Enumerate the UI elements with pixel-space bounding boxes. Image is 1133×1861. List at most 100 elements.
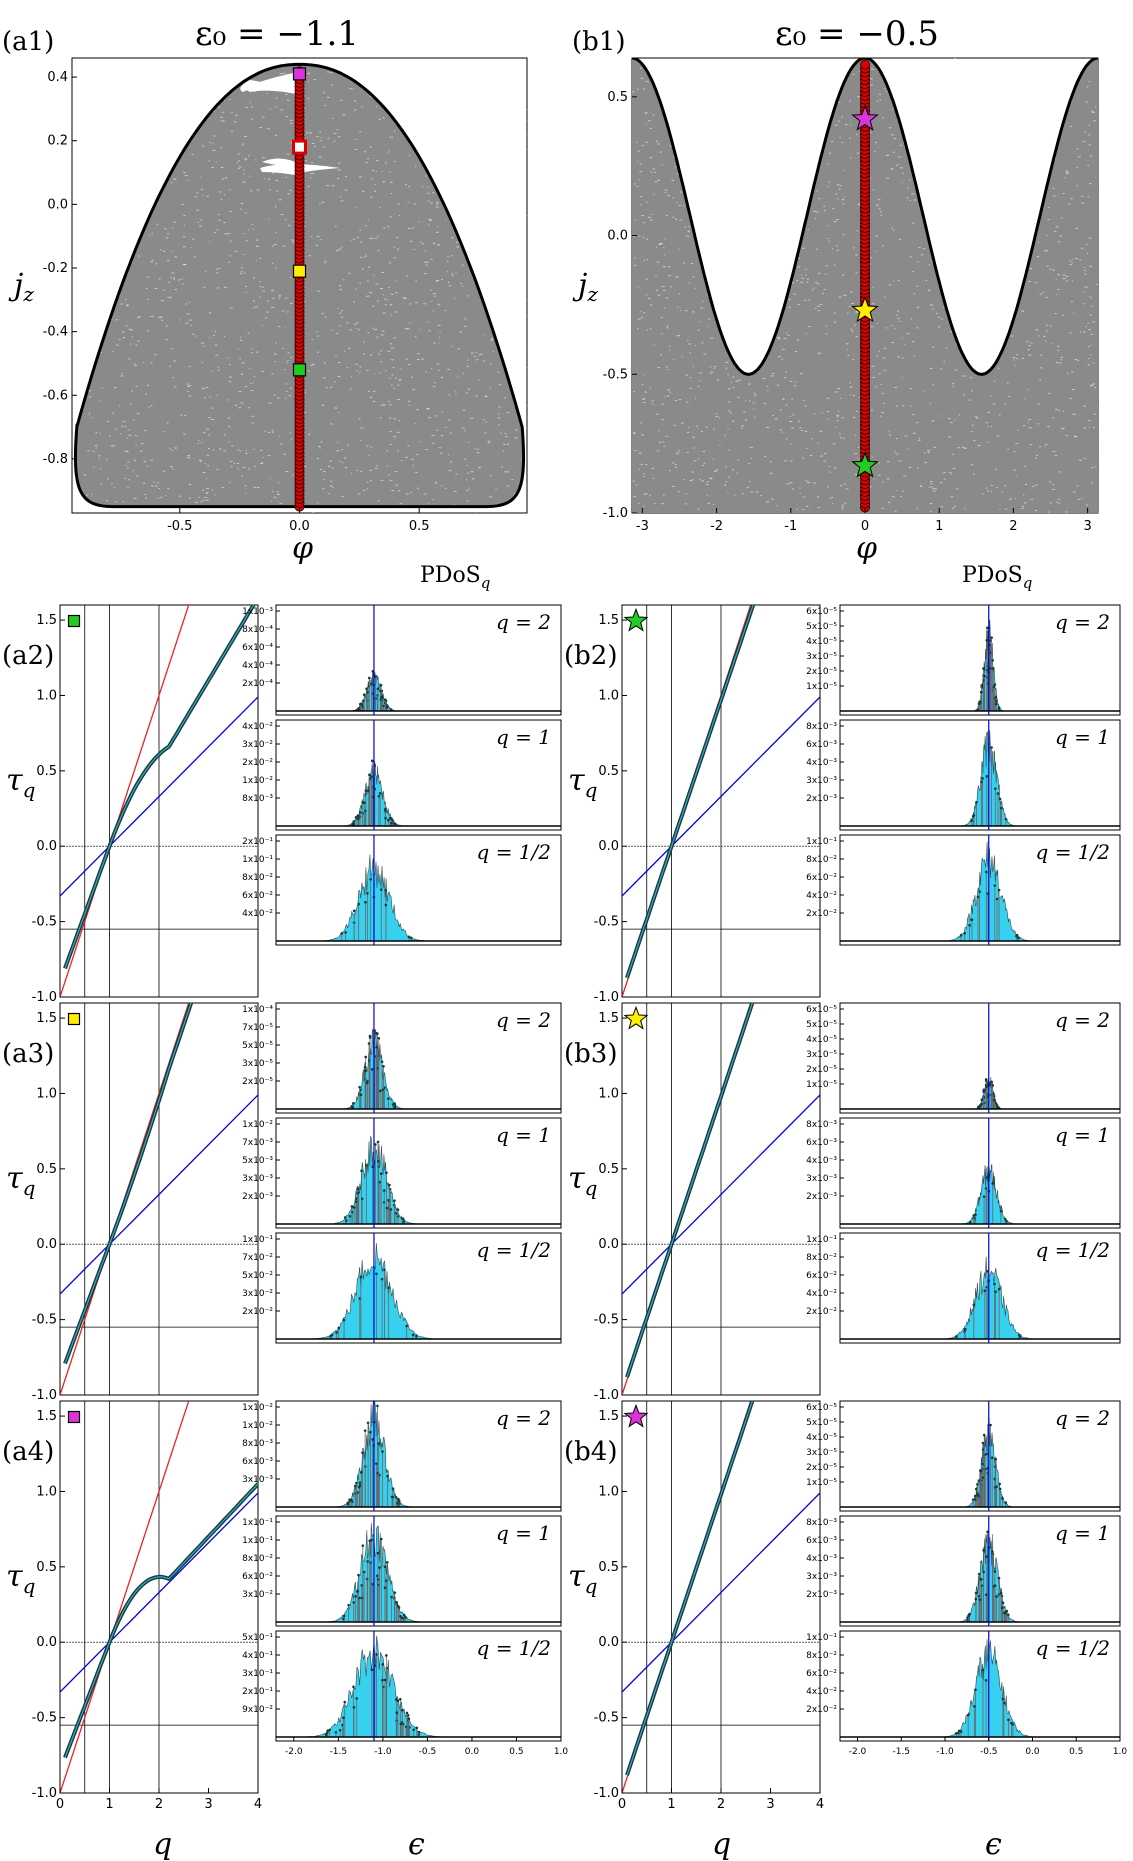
speckle-dot [663,247,665,249]
pdos-ytick-label: 1x10⁻² [242,1120,273,1130]
pdos-ytick-label: 2x10⁻⁵ [806,667,837,677]
speckle-dot [650,127,653,129]
pdos-spike-dot [995,1485,998,1488]
speckle-dot [903,475,906,477]
speckle-dot [846,62,849,64]
speckle-dot [253,382,255,384]
speckle-dot [756,190,760,191]
speckle-dot [1005,249,1008,251]
speckle-dot [317,335,320,337]
speckle-dot [461,150,463,152]
speckle-dot [323,377,326,379]
pdos-spike-dot [352,909,356,913]
speckle-dot [242,181,246,183]
speckle-dot [499,188,503,190]
pdos-spike-dot [342,1318,346,1322]
pdos-ytick-label: 4x10⁻⁵ [806,1035,837,1045]
speckle-dot [900,496,902,497]
speckle-dot [962,249,964,251]
speckle-dot [100,160,104,162]
markers-b1 [851,104,879,478]
speckle-dot [323,91,325,93]
ytick-label: 0.0 [598,839,619,854]
speckle-dot [308,433,311,435]
speckle-dot [287,153,290,155]
speckle-dot [334,381,336,383]
speckle-dot [112,351,114,353]
speckle-dot [339,312,342,314]
speckle-dot [911,341,915,343]
speckle-dot [913,293,916,294]
speckle-dot [507,471,510,473]
speckle-dot [941,161,944,163]
speckle-dot [272,172,275,174]
xlabel-b1: φ [856,531,877,566]
speckle-dot [1010,217,1012,219]
speckle-dot [878,474,881,476]
speckle-dot [135,444,137,446]
speckle-dot [475,395,478,397]
speckle-dot [885,91,888,93]
speckle-dot [709,372,712,374]
speckle-dot [1076,148,1079,150]
speckle-dot [269,189,271,190]
ergodic-line [60,1401,190,1793]
speckle-dot [426,261,429,263]
speckle-dot [485,207,487,208]
speckle-dot [638,452,642,454]
pdos-spike-dot [985,1085,988,1089]
speckle-dot [1081,202,1085,204]
speckle-dot [727,401,731,403]
speckle-dot [433,145,436,147]
speckle-dot [497,417,501,419]
speckle-dot [972,363,974,365]
pdos-ytick-label: 3x10⁻³ [806,1174,837,1184]
speckle-dot [727,374,729,376]
speckle-dot [1016,198,1019,199]
speckle-dot [884,71,888,73]
speckle-dot [823,289,826,290]
speckle-dot [632,480,635,482]
pdos-ytick-label: 4x10⁻¹ [242,1651,273,1661]
speckle-dot [311,235,313,237]
speckle-dot [754,394,757,396]
speckle-dot [290,302,293,304]
speckle-dot [495,327,498,329]
speckle-dot [963,447,967,449]
speckle-dot [430,142,434,144]
pdos-frame [275,1117,562,1229]
speckle-dot [108,184,110,186]
pdos-spike-dot [411,1333,415,1337]
speckle-dot [126,140,128,142]
speckle-dot [841,141,844,143]
speckle-dot [1024,484,1027,485]
pdos-ytick-label: 6x10⁻³ [806,1138,837,1148]
speckle-dot [964,162,967,164]
speckle-dot [715,469,718,471]
speckle-dot [366,370,369,371]
speckle-dot [643,88,646,90]
speckle-dot [491,224,495,226]
speckle-dot [1061,64,1064,66]
speckle-dot [104,237,107,239]
speckle-dot [1062,314,1065,316]
panel-label-b3: (b3) [564,1039,617,1069]
xtick-label: 2 [1009,519,1017,534]
pdos-ytick-label: 2x10⁻⁵ [806,1065,837,1075]
speckle-dot [834,467,837,469]
speckle-dot [766,304,770,306]
speckle-dot [914,124,917,125]
speckle-dot [254,465,256,467]
speckle-dot [152,97,155,99]
speckle-dot [343,350,346,352]
speckle-dot [85,189,88,191]
speckle-dot [499,314,502,316]
speckle-dot [958,414,961,416]
speckle-dot [317,446,321,448]
speckle-dot [184,72,188,74]
speckle-dot [683,131,685,133]
pdos-spike-dot [385,706,389,709]
speckle-dot [897,310,899,312]
speckle-dot [511,324,513,326]
